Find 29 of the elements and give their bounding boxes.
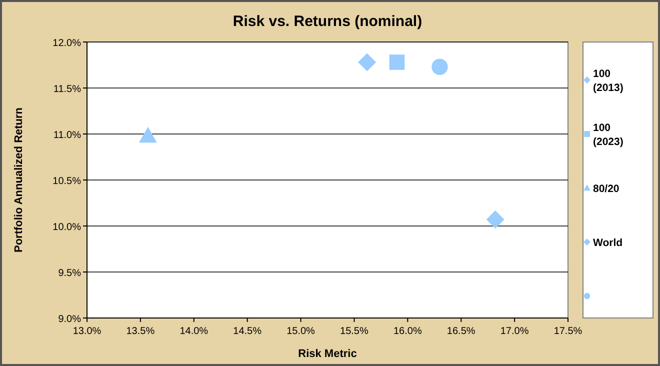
y-tick-label: 9.5% (58, 268, 82, 279)
legend-label: World (593, 237, 623, 249)
y-tick-label: 9.0% (58, 314, 82, 325)
legend-label: 100 (2013) (593, 68, 624, 94)
x-tick-label: 16.5% (446, 326, 476, 337)
point (358, 53, 376, 72)
y-tick-label: 10.5% (52, 176, 82, 187)
x-tick-label: 14.0% (180, 326, 208, 337)
y-tick-label: 12.0% (52, 38, 82, 49)
x-tick-label: 13.5% (126, 326, 155, 337)
y-tick-label: 11.0% (53, 130, 82, 141)
x-tick-label: 15.0% (286, 326, 316, 337)
legend-label: 100 (2023) (593, 122, 624, 148)
point (389, 54, 405, 70)
y-tick-label: 10.0% (52, 222, 82, 233)
x-tick-label: 17.0% (500, 326, 529, 337)
x-tick-label: 16.0% (393, 326, 422, 337)
x-tick-label: 14.5% (233, 326, 262, 337)
x-axis-title: Risk Metric (298, 348, 357, 360)
x-tick-label: 17.5% (554, 326, 582, 337)
chart-title: Risk vs. Returns (nominal) (232, 13, 422, 30)
point (486, 210, 504, 229)
point (432, 58, 448, 75)
x-tick-label: 15.5% (340, 326, 369, 337)
y-tick-label: 11.5% (53, 84, 82, 95)
x-tick-label: 13.0% (72, 326, 102, 337)
y-axis-title: Portfolio Annualized Return (13, 107, 25, 253)
legend-label: 80/20 (593, 183, 620, 195)
point (138, 126, 157, 143)
